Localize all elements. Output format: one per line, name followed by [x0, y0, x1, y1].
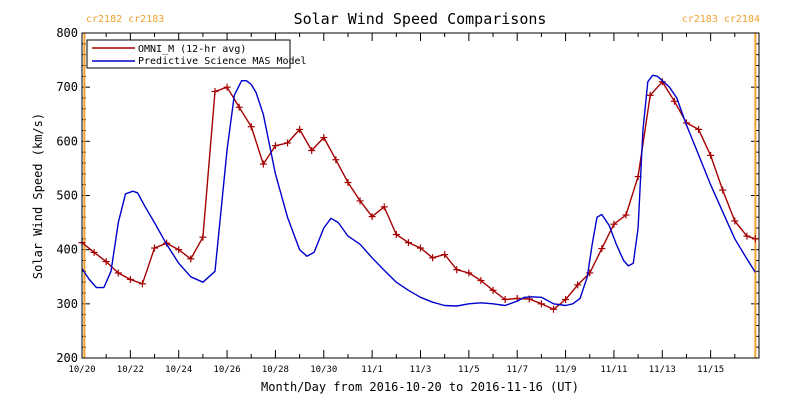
omni-data-point	[235, 103, 243, 111]
omni-data-point	[199, 233, 207, 241]
omni-data-point	[562, 296, 570, 303]
omni-data-point	[465, 269, 473, 277]
rotation-markers	[83, 33, 757, 358]
plot-frame	[81, 32, 760, 359]
x-tick-label: 11/11	[600, 365, 627, 375]
omni-data-point	[574, 281, 582, 289]
omni-data-point	[332, 156, 340, 164]
omni-data-point	[670, 97, 678, 105]
omni-data-point	[392, 231, 400, 238]
omni-data-point	[646, 91, 654, 99]
omni-series-line	[81, 81, 756, 310]
x-tick-label: 11/1	[361, 365, 383, 375]
rotation-label-left: cr2182 cr2183	[86, 14, 164, 25]
omni-data-point	[549, 305, 557, 313]
omni-data-point	[90, 248, 98, 256]
omni-data-point	[320, 134, 328, 142]
omni-data-point	[102, 258, 110, 266]
omni-data-point	[151, 244, 159, 252]
omni-data-point	[658, 78, 666, 86]
omni-data-point	[126, 275, 134, 283]
x-tick-label: 11/15	[697, 365, 724, 375]
omni-data-point	[751, 235, 759, 243]
axis-ticks	[81, 32, 759, 359]
mas-series-line	[81, 74, 756, 307]
omni-data-point	[695, 125, 703, 133]
legend: OMNI_M (12-hr avg) Predictive Science MA…	[86, 39, 307, 69]
x-tick-label: 11/5	[458, 365, 480, 375]
y-tick-label: 300	[56, 297, 78, 311]
legend-label-mas: Predictive Science MAS Model	[138, 56, 307, 67]
omni-data-point	[489, 286, 497, 294]
rotation-label-right: cr2183 cr2184	[682, 14, 760, 25]
omni-data-point	[138, 280, 146, 288]
omni-data-point	[719, 186, 727, 194]
omni-data-point	[453, 266, 461, 274]
omni-data-point	[114, 269, 122, 277]
omni-data-point	[731, 217, 739, 225]
x-tick-label: 10/30	[310, 365, 337, 375]
x-tick-label: 10/28	[262, 365, 289, 375]
omni-data-point	[598, 245, 606, 253]
omni-data-point	[187, 255, 195, 263]
omni-data-point	[622, 211, 630, 219]
omni-data-point	[404, 239, 412, 247]
x-tick-label: 10/22	[117, 365, 144, 375]
omni-data-point	[308, 147, 316, 155]
omni-data-point	[211, 88, 219, 95]
omni-data-point	[296, 125, 304, 133]
tick-labels: 200 300 400 500 600 700 800 10/20 10/22 10/24 10/2…	[56, 26, 724, 375]
omni-data-point	[223, 83, 231, 91]
legend-box	[86, 39, 291, 69]
omni-data-point	[707, 151, 715, 159]
y-tick-label: 600	[56, 134, 78, 148]
omni-data-point	[284, 139, 292, 147]
x-tick-label: 11/9	[555, 365, 577, 375]
x-axis-label: Month/Day from 2016-10-20 to 2016-11-16 …	[261, 380, 579, 394]
omni-data-point	[344, 179, 352, 186]
omni-data-point	[501, 296, 509, 303]
omni-data-point	[610, 220, 618, 228]
y-tick-label: 200	[56, 351, 78, 365]
series-lines	[78, 74, 759, 313]
x-tick-label: 11/7	[506, 365, 528, 375]
x-tick-label: 10/26	[214, 365, 241, 375]
y-axis-label: Solar Wind Speed (km/s)	[31, 113, 45, 279]
omni-data-point	[247, 123, 255, 131]
omni-data-point	[477, 277, 485, 285]
y-tick-label: 500	[56, 189, 78, 203]
y-tick-label: 700	[56, 80, 78, 94]
x-tick-label: 11/3	[410, 365, 432, 375]
omni-data-point	[441, 251, 449, 259]
omni-data-point	[537, 300, 545, 308]
y-tick-label: 400	[56, 243, 78, 257]
omni-data-point	[743, 232, 751, 240]
omni-data-point	[417, 244, 424, 252]
omni-data-point	[356, 197, 364, 205]
chart-title: Solar Wind Speed Comparisons	[294, 10, 547, 28]
omni-data-point	[271, 142, 279, 150]
legend-label-omni: OMNI_M (12-hr avg)	[138, 44, 246, 55]
y-tick-label: 800	[56, 26, 78, 40]
omni-data-point	[259, 160, 267, 168]
omni-data-point	[429, 254, 437, 262]
x-tick-label: 11/13	[649, 365, 676, 375]
omni-data-point	[368, 213, 376, 221]
omni-data-point	[380, 203, 388, 211]
x-tick-label: 10/20	[68, 365, 95, 375]
x-tick-label: 10/24	[165, 365, 192, 375]
omni-data-point	[175, 246, 183, 254]
